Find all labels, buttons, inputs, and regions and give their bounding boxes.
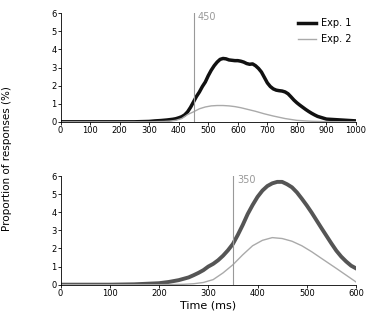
- Exp. 2: [283, 117, 287, 120]
- Exp. 2: [203, 105, 207, 109]
- Exp. 1: [224, 57, 228, 61]
- Text: 450: 450: [198, 13, 217, 23]
- Exp. 1: [221, 57, 225, 61]
- Exp. 2: [168, 119, 172, 123]
- Exp. 2: [262, 112, 266, 116]
- Exp. 2: [147, 120, 151, 124]
- X-axis label: Time (ms): Time (ms): [180, 301, 236, 310]
- Exp. 2: [309, 119, 314, 123]
- Exp. 1: [354, 119, 358, 123]
- Exp. 2: [185, 113, 190, 117]
- Exp. 2: [354, 120, 358, 124]
- Text: Proportion of responses (%): Proportion of responses (%): [2, 86, 12, 231]
- Text: 350: 350: [237, 175, 255, 185]
- Line: Exp. 1: Exp. 1: [61, 59, 356, 122]
- Exp. 1: [185, 110, 190, 114]
- Exp. 2: [58, 120, 63, 124]
- Exp. 2: [174, 118, 178, 122]
- Exp. 2: [244, 107, 249, 111]
- Exp. 1: [306, 110, 311, 114]
- Exp. 2: [209, 104, 214, 108]
- Exp. 2: [295, 118, 299, 122]
- Line: Exp. 2: Exp. 2: [61, 106, 356, 122]
- Exp. 2: [271, 114, 276, 118]
- Legend: Exp. 1, Exp. 2: Exp. 1, Exp. 2: [298, 18, 351, 44]
- Exp. 2: [215, 104, 219, 108]
- Exp. 2: [221, 104, 225, 108]
- Exp. 2: [227, 104, 231, 108]
- Exp. 2: [197, 107, 201, 111]
- Exp. 2: [239, 106, 243, 110]
- Exp. 1: [324, 117, 329, 121]
- Exp. 2: [117, 120, 122, 124]
- Exp. 2: [162, 119, 166, 123]
- Exp. 2: [253, 109, 258, 113]
- Exp. 2: [324, 119, 329, 123]
- Exp. 1: [58, 120, 63, 124]
- Exp. 1: [241, 60, 246, 64]
- Exp. 2: [233, 105, 237, 109]
- Exp. 2: [191, 110, 196, 114]
- Exp. 2: [88, 120, 92, 124]
- Exp. 2: [179, 117, 184, 120]
- Exp. 1: [197, 90, 201, 94]
